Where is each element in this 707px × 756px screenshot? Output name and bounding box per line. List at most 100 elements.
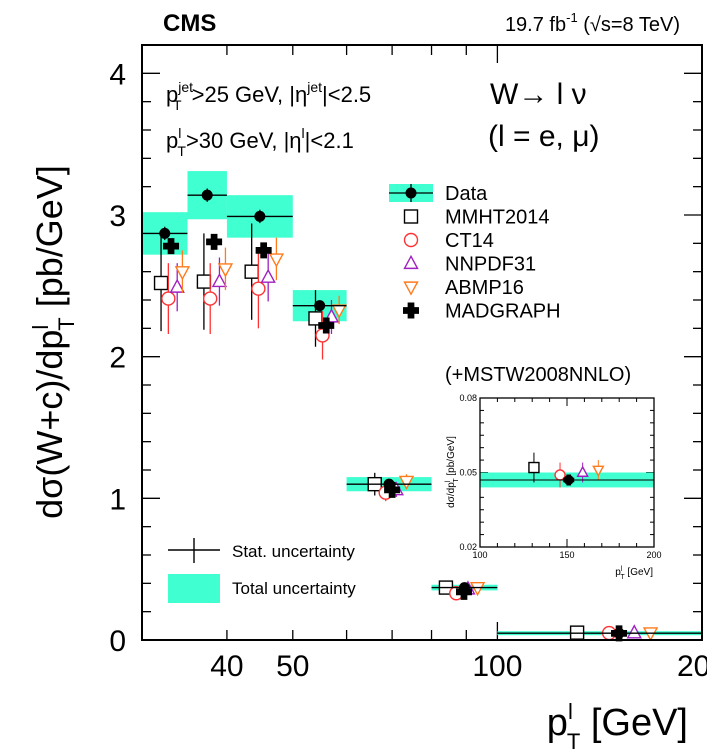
inset-y-axis-label: dσ/dplT [pb/GeV]: [445, 436, 460, 508]
prediction-point: [642, 627, 659, 642]
experiment-label: CMS: [163, 10, 216, 37]
total-legend-swatch: [168, 574, 220, 603]
data-point: [458, 582, 470, 594]
main-plot: 0 1 2 3 4 40 50 100 200: [109, 44, 707, 683]
prediction-point: [153, 275, 169, 291]
prediction-point: [174, 266, 191, 281]
inset-x-axis-label: pl T [GeV]: [615, 566, 653, 581]
prediction-point: [268, 253, 285, 268]
y-tick-label: 4: [109, 58, 126, 91]
inset-y-label-sup: l: [445, 480, 452, 482]
y-axis-label: dσ(W+c)/dplT [pb/GeV]: [28, 165, 79, 519]
selection-lep-cut: |<2.1: [305, 128, 354, 153]
inset-x-label-main: p: [615, 567, 621, 578]
inset-plot: 0.02 0.05 0.08 100 150 200: [459, 393, 661, 560]
x-tick-label: 40: [210, 650, 243, 683]
data-point: [159, 227, 171, 239]
selection-lep-eta: >30 GeV, |η: [186, 128, 302, 153]
legend-label: MADGRAPH: [445, 301, 561, 323]
selection-jet-eta: >25 GeV, |η: [192, 82, 308, 107]
legend-marker: [403, 302, 419, 319]
inset-y-tick-label: 0.02: [459, 542, 477, 552]
legend-marker: [403, 254, 419, 270]
prediction-point: [251, 281, 266, 296]
lumi-label: 19.7 fb-1 (√s=8 TeV): [505, 10, 680, 36]
legend-label: Data: [445, 183, 488, 205]
x-axis-label-sub: T: [567, 729, 580, 754]
x-tick-label: 100: [472, 650, 522, 683]
selection-jet-p-sub: T: [173, 97, 182, 113]
y-tick-label: 0: [109, 625, 126, 658]
inset-y-label-unit: [pb/GeV]: [446, 436, 457, 478]
inset-x-label-sub: T: [620, 574, 625, 581]
y-axis-label-unit: [pb/GeV]: [29, 165, 70, 317]
selection-lep-p-sub: T: [177, 143, 186, 159]
prediction-point: [196, 274, 212, 289]
inset-x-tick-label: 100: [472, 550, 487, 560]
inset-x-tick-label: 200: [646, 550, 661, 560]
prediction-point: [260, 268, 276, 283]
inset-frame: [479, 397, 655, 548]
legend-marker: [403, 232, 419, 248]
selection-lep-p: p: [166, 128, 178, 153]
inset-y-label-sub: T: [453, 478, 460, 483]
prediction-point: [318, 317, 335, 334]
inset-prediction-point: [576, 465, 589, 477]
x-axis-label-main: p: [547, 702, 568, 744]
selection-jet: pjet T >25 GeV, |ηjet|<2.5: [166, 79, 371, 113]
y-tick-label: 2: [109, 342, 126, 375]
inset-y-tick-label: 0.05: [459, 468, 477, 478]
data-point: [613, 627, 625, 639]
data-point: [254, 210, 266, 222]
process-lepton-label: (l = e, μ): [488, 120, 599, 153]
prediction-point: [203, 291, 218, 306]
stat-legend-label: Stat. uncertainty: [232, 542, 355, 561]
data-point: [383, 478, 395, 490]
legend-label: CT14: [445, 230, 494, 252]
inset-x-label-unit: [GeV]: [625, 567, 654, 578]
selection-jet-p: p: [166, 82, 178, 107]
legend-marker: [403, 281, 419, 296]
prediction-point: [469, 582, 486, 597]
legend-marker: [403, 209, 419, 224]
selection-jet-cut: |<2.5: [322, 82, 371, 107]
prediction-point: [384, 481, 401, 498]
prediction-point: [217, 263, 234, 278]
x-axis-label: pl T [GeV]: [547, 699, 688, 754]
x-axis-label-unit: [GeV]: [580, 702, 688, 744]
legend-label: MMHT2014: [445, 207, 549, 229]
total-legend-label: Total uncertainty: [232, 579, 356, 598]
uncertainty-legend: Stat. uncertainty Total uncertainty: [168, 538, 356, 603]
y-axis-label-sup: l: [28, 325, 53, 330]
prediction-point: [206, 233, 223, 250]
inset-x-tick-label: 150: [559, 550, 574, 560]
prediction-point: [398, 475, 415, 490]
process-label: W→ l ν: [490, 78, 587, 111]
x-tick-label: 200: [677, 650, 707, 683]
inset-x-label-sup: l: [621, 566, 623, 573]
plot-frame: [141, 44, 703, 641]
legend-data-marker: [405, 187, 417, 199]
y-axis-label-main: dσ(W+c)/dp: [29, 330, 70, 519]
x-axis-label-sup: l: [568, 699, 573, 724]
legend-label: NNPDF31: [445, 254, 536, 276]
selection-lepton: pl T>30 GeV, |ηl|<2.1: [166, 125, 354, 159]
legend-label: ABMP16: [445, 277, 524, 299]
prediction-point: [163, 238, 180, 255]
prediction-point: [626, 624, 642, 639]
y-tick-label: 3: [109, 200, 126, 233]
data-point: [314, 300, 326, 312]
prediction-point: [169, 278, 185, 293]
lumi-sup: -1: [566, 10, 578, 25]
prediction-point: [255, 242, 272, 259]
selection-jet-p-sup: jet: [177, 79, 193, 95]
inset-y-tick-label: 0.08: [459, 393, 477, 403]
inset-data-point: [563, 474, 574, 485]
selection-lep-p-sup: l: [178, 125, 181, 141]
data-point: [201, 189, 213, 201]
prediction-point: [211, 272, 228, 288]
prediction-point: [244, 264, 259, 279]
inset-y-label-main: dσ/dp: [446, 482, 457, 508]
